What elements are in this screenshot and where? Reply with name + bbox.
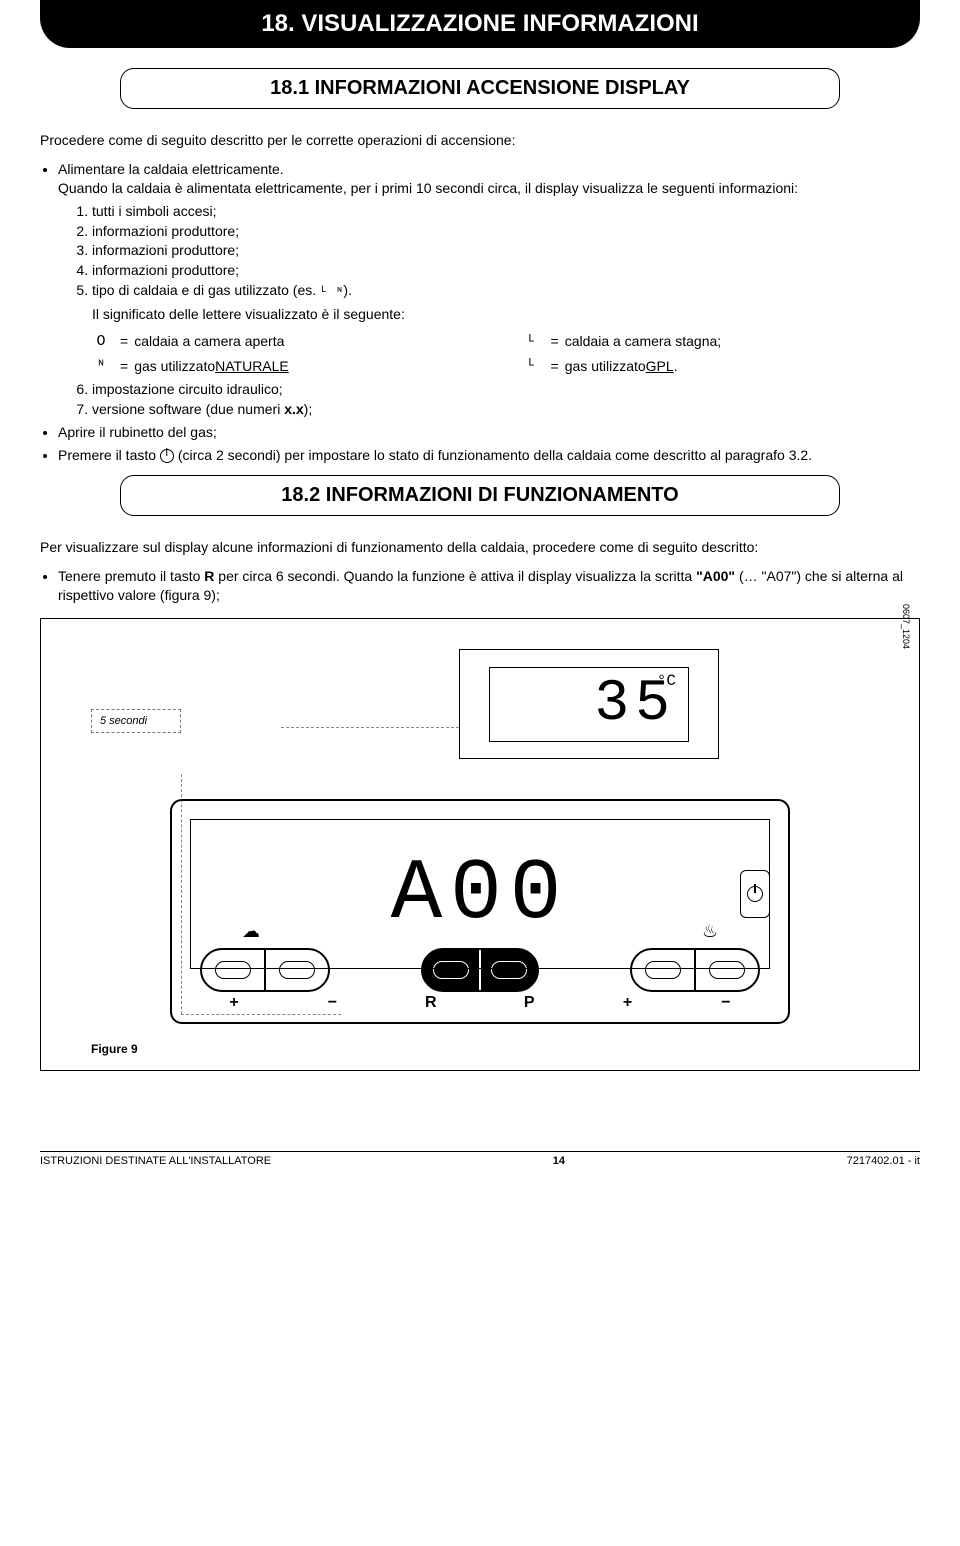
bullet-item: Tenere premuto il tasto R per circa 6 se…: [58, 567, 920, 605]
legend-text: caldaia a camera stagna;: [565, 332, 721, 351]
legend-text: caldaia a camera aperta: [134, 332, 284, 351]
glyph-row: + − R P + −: [190, 992, 770, 1012]
legend-symbol: Ο: [92, 332, 110, 352]
minus-label: −: [706, 994, 746, 1012]
plus-label: +: [214, 994, 254, 1012]
b2-a: Tenere premuto il tasto: [58, 568, 204, 584]
power-button[interactable]: [740, 870, 770, 918]
bullet3-b: (circa 2 secondi) per impostare lo stato…: [174, 447, 812, 463]
legend-symbol: ᴸ: [523, 356, 541, 376]
figure-ref-code: 0607_1204: [901, 604, 911, 649]
legend-text-underline: GPL: [646, 357, 674, 376]
minus-label: −: [312, 994, 352, 1012]
legend-row-1: Ο = caldaia a camera aperta ᴸ = caldaia …: [92, 332, 920, 352]
legend-cell: ᴸ = gas utilizzato GPL.: [523, 356, 920, 376]
b2-b: per circa 6 secondi. Quando la funzione …: [214, 568, 696, 584]
ordered-list: tutti i simboli accesi; informazioni pro…: [92, 202, 920, 301]
legend-intro: Il significato delle lettere visualizzat…: [92, 305, 920, 324]
big-display-value: A00: [391, 845, 570, 943]
legend-text-pre: gas utilizzato: [565, 357, 646, 376]
b2-c: "A00": [696, 568, 735, 584]
footer-right: 7217402.01 - it: [847, 1155, 920, 1167]
small-display-unit: °C: [657, 672, 676, 690]
bullet-list-1: Alimentare la caldaia elettricamente. Qu…: [58, 160, 920, 465]
legend-cell: ᶰ = gas utilizzato NATURALE: [92, 356, 523, 376]
step-6: impostazione circuito idraulico;: [92, 380, 920, 399]
step5-text-b: ).: [343, 282, 352, 298]
legend-symbol: ᴸ: [523, 332, 541, 352]
bullet-list-2: Tenere premuto il tasto R per circa 6 se…: [58, 567, 920, 605]
small-display-outer: °C 35: [459, 649, 719, 759]
power-icon: [747, 886, 763, 902]
big-display-screen: A00: [190, 819, 770, 969]
step-2: informazioni produttore;: [92, 222, 920, 241]
p-label: P: [509, 994, 549, 1012]
figure-container: 0607_1204 5 secondi °C 35 A00 ☁ ♨: [40, 618, 920, 1071]
hint-box: 5 secondi: [91, 709, 181, 733]
step-4: informazioni produttore;: [92, 261, 920, 280]
intro-paragraph-2: Per visualizzare sul display alcune info…: [40, 538, 920, 557]
step-5: tipo di caldaia e di gas utilizzato (es.…: [92, 281, 920, 301]
bullet-text: Alimentare la caldaia elettricamente.: [58, 161, 284, 177]
bullet-para: Quando la caldaia è alimentata elettrica…: [58, 180, 798, 196]
page-footer: ISTRUZIONI DESTINATE ALL'INSTALLATORE 14…: [40, 1151, 920, 1167]
power-icon: [160, 449, 174, 463]
small-display-inner: °C 35: [489, 667, 689, 742]
step-7: versione software (due numeri x.x);: [92, 400, 920, 419]
subsection-1-header: 18.1 INFORMAZIONI ACCENSIONE DISPLAY: [120, 68, 840, 109]
bullet-item: Aprire il rubinetto del gas;: [58, 423, 920, 442]
step7-b: x.x: [284, 401, 303, 417]
section-header: 18. VISUALIZZAZIONE INFORMAZIONI: [40, 0, 920, 48]
legend-symbol: ᶰ: [92, 356, 110, 376]
bullet-item: Premere il tasto (circa 2 secondi) per i…: [58, 446, 920, 465]
bullet3-a: Premere il tasto: [58, 447, 160, 463]
bullet-item: Alimentare la caldaia elettricamente. Qu…: [58, 160, 920, 419]
figure-label: Figure 9: [91, 1042, 869, 1056]
legend-text-pre: gas utilizzato: [134, 357, 215, 376]
footer-page-number: 14: [553, 1155, 565, 1167]
footer-left: ISTRUZIONI DESTINATE ALL'INSTALLATORE: [40, 1155, 271, 1167]
plus-label: +: [608, 994, 648, 1012]
step7-c: );: [304, 401, 313, 417]
ordered-list-cont: impostazione circuito idraulico; version…: [92, 380, 920, 419]
step5-text-a: tipo di caldaia e di gas utilizzato (es.: [92, 282, 320, 298]
step7-a: versione software (due numeri: [92, 401, 284, 417]
r-icon: R: [204, 568, 214, 584]
small-display-row: 5 secondi °C 35: [91, 649, 869, 759]
legend-row-2: ᶰ = gas utilizzato NATURALE ᴸ = gas util…: [92, 356, 920, 376]
subsection-2-header: 18.2 INFORMAZIONI DI FUNZIONAMENTO: [120, 475, 840, 516]
r-label: R: [411, 994, 451, 1012]
step-3: informazioni produttore;: [92, 241, 920, 260]
legend-text-post: .: [674, 357, 678, 376]
step-1: tutti i simboli accesi;: [92, 202, 920, 221]
legend-cell: ᴸ = caldaia a camera stagna;: [523, 332, 920, 352]
dashed-connector: [281, 727, 459, 728]
legend-text-underline: NATURALE: [215, 357, 289, 376]
example-symbol: ᴸ ᶰ: [320, 284, 343, 299]
intro-paragraph-1: Procedere come di seguito descritto per …: [40, 131, 920, 150]
control-panel: A00 ☁ ♨ + − R P +: [170, 799, 790, 1024]
legend-cell: Ο = caldaia a camera aperta: [92, 332, 523, 352]
